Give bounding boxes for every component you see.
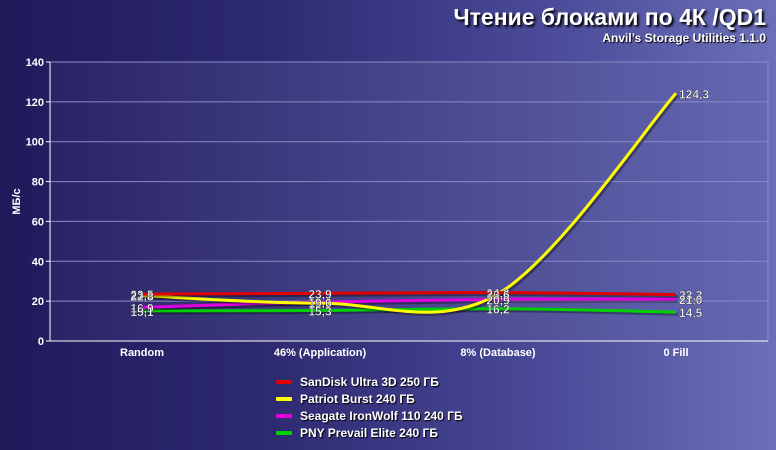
series-line-shadow <box>143 293 679 299</box>
series-line <box>141 297 677 309</box>
x-tick-label: 0 Fill <box>663 347 688 359</box>
chart-subtitle: Anvil’s Storage Utilities 1.1.0 <box>602 31 766 45</box>
y-tick-label: 100 <box>26 137 44 149</box>
data-label: 23,9 <box>308 287 332 301</box>
data-label: 20,9 <box>486 293 510 307</box>
legend-label: PNY Prevail Elite 240 ГБ <box>300 425 438 440</box>
y-axis-label: МБ/с <box>11 188 23 214</box>
data-labels: 23,5 23,9 24,3 23,3 22,8 19,0 23,6 124,3 16,9 19,… <box>130 87 709 320</box>
x-tick-label: 46% (Application) <box>274 347 367 359</box>
data-label: 24,3 <box>486 287 510 301</box>
series-line-shadow <box>143 94 680 316</box>
data-label: 124,3 <box>679 87 709 101</box>
data-label: 19,0 <box>308 297 332 311</box>
legend-swatch <box>276 396 292 401</box>
legend-item-seagate: Seagate IronWolf 110 240 ГБ <box>276 407 463 424</box>
legend-swatch <box>276 379 292 384</box>
legend: SanDisk Ultra 3D 250 ГБ Patriot Burst 24… <box>276 373 463 441</box>
data-label: 23,6 <box>486 288 510 302</box>
series-line <box>141 92 678 314</box>
data-label: 23,5 <box>130 288 154 302</box>
grid <box>50 101 768 302</box>
chart-title: Чтение блоками по 4К /QD1 <box>453 4 767 30</box>
y-tick-label: 140 <box>26 57 44 69</box>
y-tick-label: 60 <box>32 216 44 228</box>
y-tick-label: 20 <box>32 296 44 308</box>
data-label: 22,8 <box>130 290 154 304</box>
axes: 0 20 40 60 80 100 120 140 МБ/с Random 46% (Applica… <box>11 57 768 359</box>
data-label: 19,6 <box>308 296 332 310</box>
legend-item-patriot: Patriot Burst 240 ГБ <box>276 390 463 407</box>
data-label: 16,2 <box>486 303 510 317</box>
x-tick-label: Random <box>120 347 164 359</box>
data-label: 14,5 <box>679 306 703 320</box>
y-tick-label: 120 <box>26 97 44 109</box>
legend-swatch <box>276 413 292 418</box>
legend-item-sandisk: SanDisk Ultra 3D 250 ГБ <box>276 373 463 390</box>
legend-label: Seagate IronWolf 110 240 ГБ <box>300 408 463 423</box>
legend-label: Patriot Burst 240 ГБ <box>300 391 415 406</box>
y-tick-label: 80 <box>32 177 44 189</box>
data-label: 16,9 <box>130 301 154 315</box>
series-line-shadow <box>143 299 679 311</box>
data-label: 15,1 <box>130 305 154 319</box>
y-tick-label: 40 <box>32 256 44 268</box>
data-label: 15,3 <box>308 305 332 319</box>
x-tick-label: 8% (Database) <box>460 347 536 359</box>
legend-item-pny: PNY Prevail Elite 240 ГБ <box>276 424 463 441</box>
data-label: 21,0 <box>679 293 703 307</box>
series-lines <box>141 92 680 316</box>
y-tick-label: 0 <box>38 336 44 348</box>
legend-swatch <box>276 430 292 435</box>
series-line <box>141 291 677 297</box>
legend-label: SanDisk Ultra 3D 250 ГБ <box>300 374 439 389</box>
series-line <box>141 307 677 314</box>
data-label: 23,3 <box>679 289 703 303</box>
